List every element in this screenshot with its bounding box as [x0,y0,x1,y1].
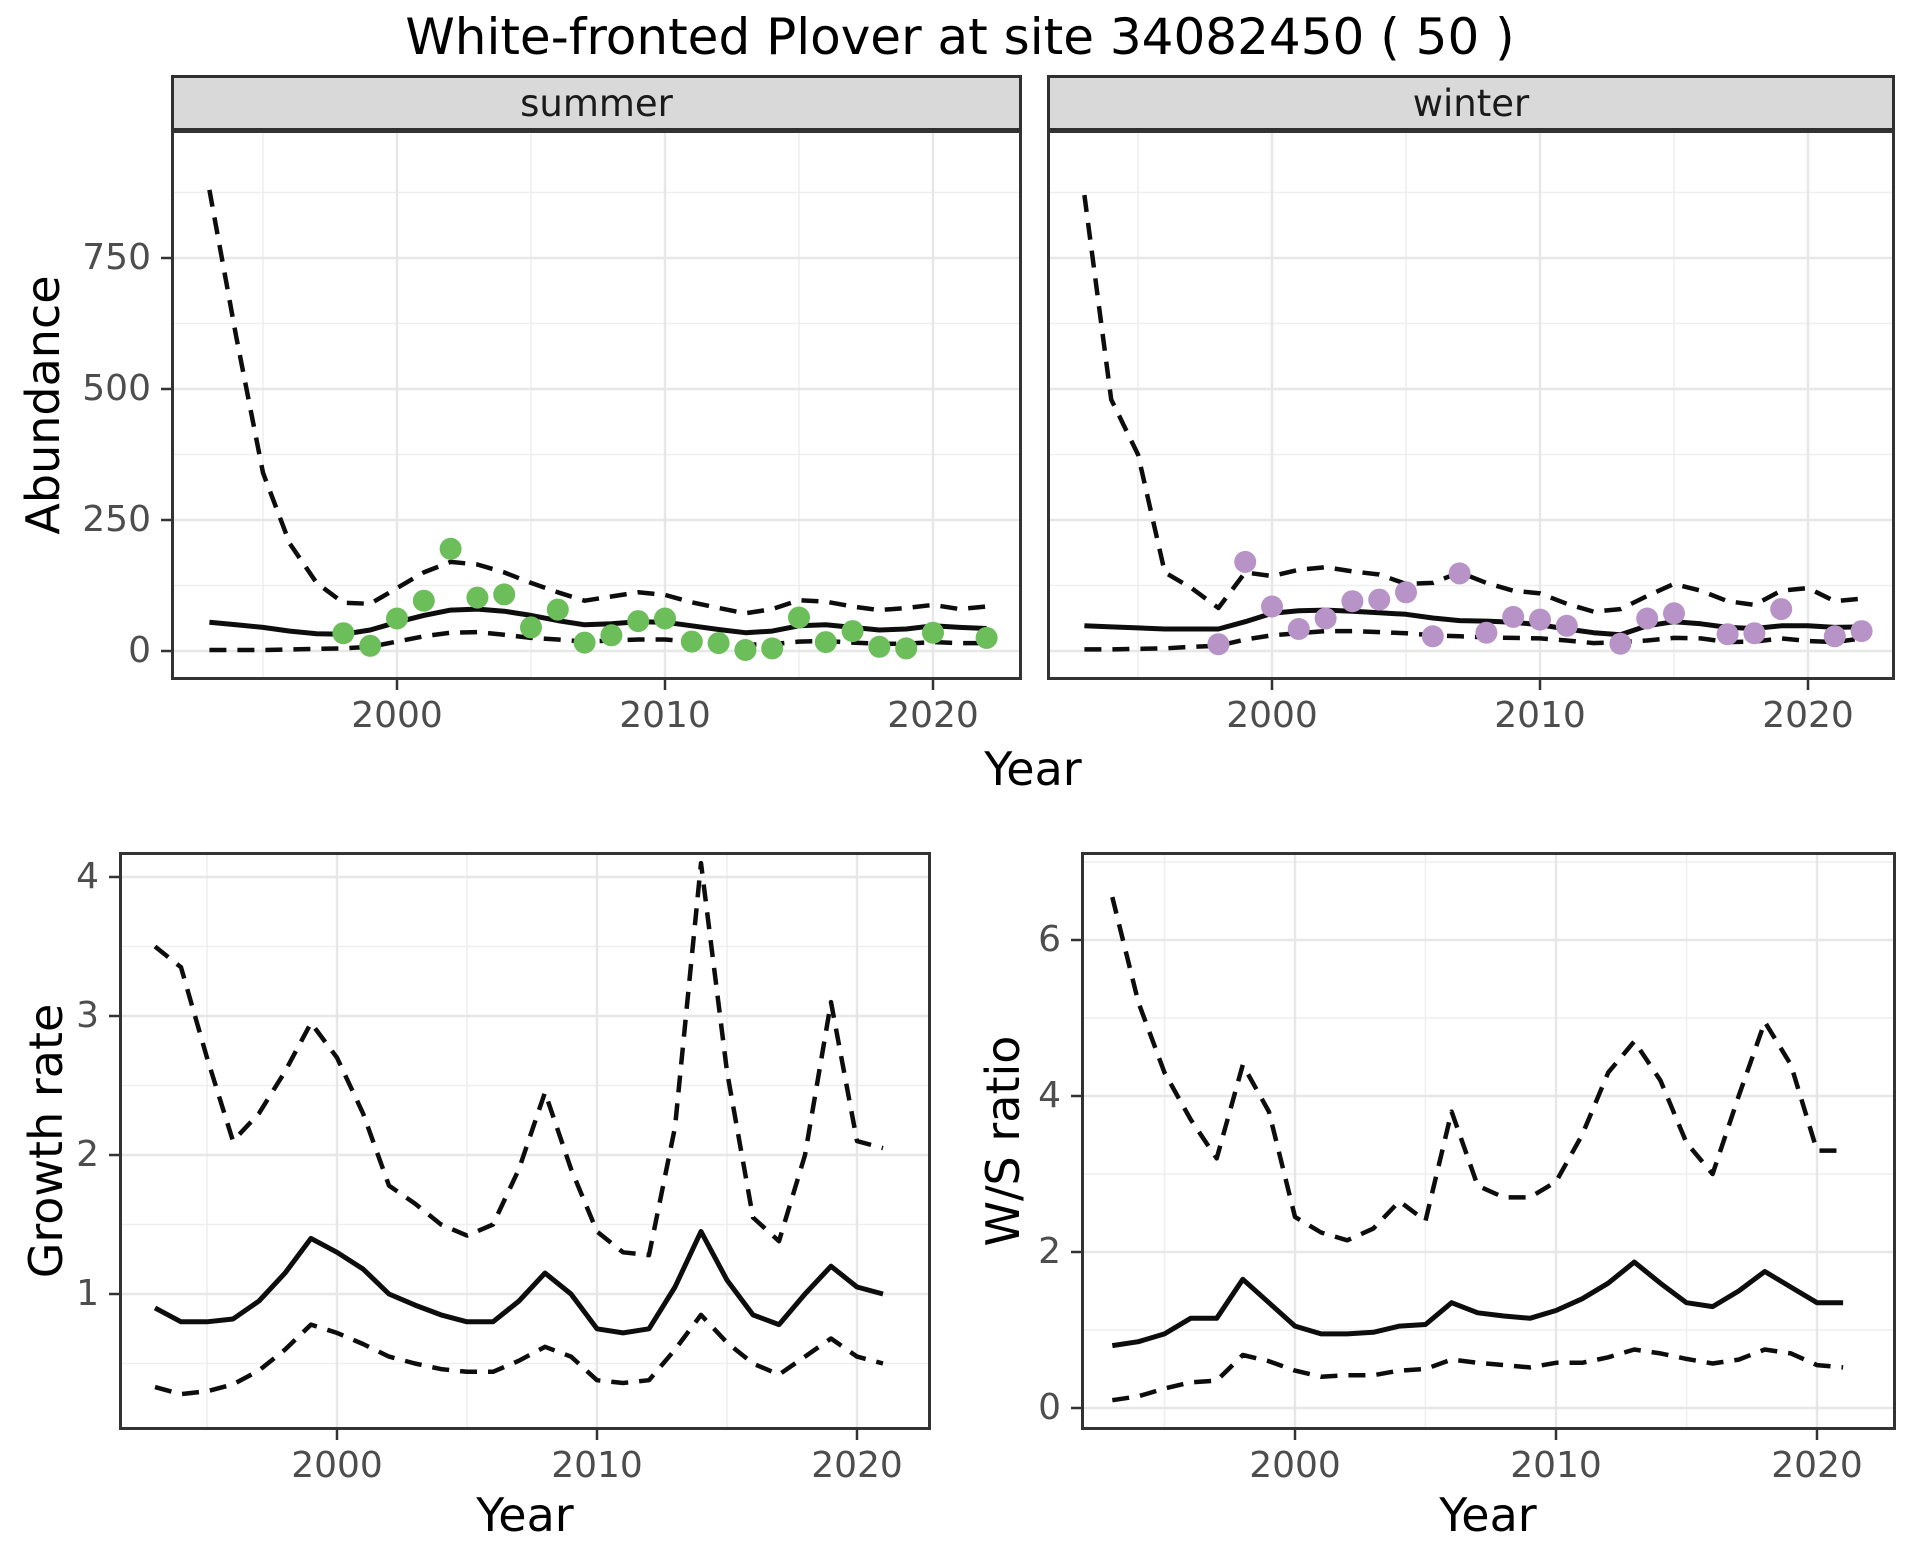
x-tick-label: 2000 [1226,695,1318,736]
ws-ratio-plot [1071,852,1896,1440]
x-tick-label: 2000 [291,1445,383,1486]
observation-point [868,635,891,658]
top-year-axis-title: Year [984,742,1082,796]
y-tick-label: 1 [76,1273,99,1314]
observation-point [466,586,489,609]
observation-point [1663,602,1685,625]
observation-point [1636,607,1659,630]
fit-line [153,1229,884,1336]
observation-point [1850,620,1873,643]
observation-point [627,610,650,633]
lower-ci-line [209,629,987,653]
fit-line [209,606,987,637]
observation-point [1609,632,1632,655]
observation-point [493,583,516,606]
observation-point [814,631,837,654]
observation-point [1234,550,1257,573]
y-tick-label: 4 [76,856,99,897]
x-tick-label: 2010 [1494,695,1586,736]
observation-point [1368,588,1391,611]
chart-title: White-fronted Plover at site 34082450 ( … [405,8,1515,66]
x-tick-label: 2000 [1249,1445,1341,1486]
winter-abundance-plot [1047,130,1895,690]
observation-point [1395,581,1417,604]
lower-ci-line [1111,1347,1844,1403]
upper-ci-line [207,189,987,616]
observation-point [1261,595,1283,618]
observation-point [573,631,596,654]
lower-ci-line [154,1312,884,1397]
observation-point [439,537,462,560]
facet-label-winter: winter [1412,81,1530,125]
fit-line [1111,1259,1844,1349]
observation-point [600,624,623,647]
observation-point [332,622,355,645]
observation-point [359,634,382,657]
observation-point [1314,607,1337,630]
observation-point [734,639,757,661]
upper-ci-line [1082,194,1862,614]
x-tick-label: 2000 [351,695,443,736]
y-tick-label: 6 [1038,919,1061,960]
observation-point [1207,633,1230,656]
x-tick-label: 2010 [551,1445,643,1486]
x-tick-label: 2020 [811,1445,903,1486]
x-tick-label: 2020 [1771,1445,1863,1486]
observation-point [841,620,864,643]
ws-year-axis-title: Year [1439,1488,1537,1542]
observation-point [1770,598,1793,621]
observation-point [1341,590,1364,613]
y-tick-label: 2 [1038,1231,1061,1272]
observation-point [1287,618,1310,640]
observation-point [895,637,918,660]
observation-point [975,626,998,649]
observation-point [412,589,435,612]
upper-ci-line [153,860,884,1258]
observation-point [1421,625,1444,648]
x-tick-label: 2020 [887,695,979,736]
observation-point [788,606,810,629]
observation-point [707,632,730,655]
facet-strip-winter: winter [1047,75,1895,131]
observation-point [546,598,569,621]
observation-point [1555,614,1578,637]
upper-ci-line [1110,896,1844,1243]
observation-point [1529,608,1551,631]
observation-point [1475,621,1498,644]
facet-strip-summer: summer [171,75,1022,131]
observation-point [520,616,542,639]
x-tick-label: 2020 [1762,695,1854,736]
observation-point [1502,605,1525,628]
observation-point [922,621,944,644]
x-tick-label: 2010 [619,695,711,736]
y-tick-label: 250 [82,499,151,540]
observation-point [1823,625,1846,648]
observation-point [761,637,784,660]
y-tick-label: 500 [82,368,151,409]
observation-point [1716,623,1739,646]
observation-point [654,607,676,630]
y-tick-label: 0 [1038,1387,1061,1428]
growth-rate-plot [109,852,931,1440]
y-tick-label: 3 [76,995,99,1036]
growth-year-axis-title: Year [476,1488,574,1542]
observation-point [680,630,703,653]
observation-point [386,607,408,630]
y-tick-label: 750 [82,237,151,278]
observation-point [1448,562,1471,585]
summer-abundance-plot [161,130,1022,690]
y-tick-label: 0 [128,630,151,671]
facet-label-summer: summer [520,81,673,125]
x-tick-label: 2010 [1510,1445,1602,1486]
y-tick-label: 2 [76,1134,99,1175]
y-tick-label: 4 [1038,1075,1061,1116]
observation-point [1743,622,1766,645]
